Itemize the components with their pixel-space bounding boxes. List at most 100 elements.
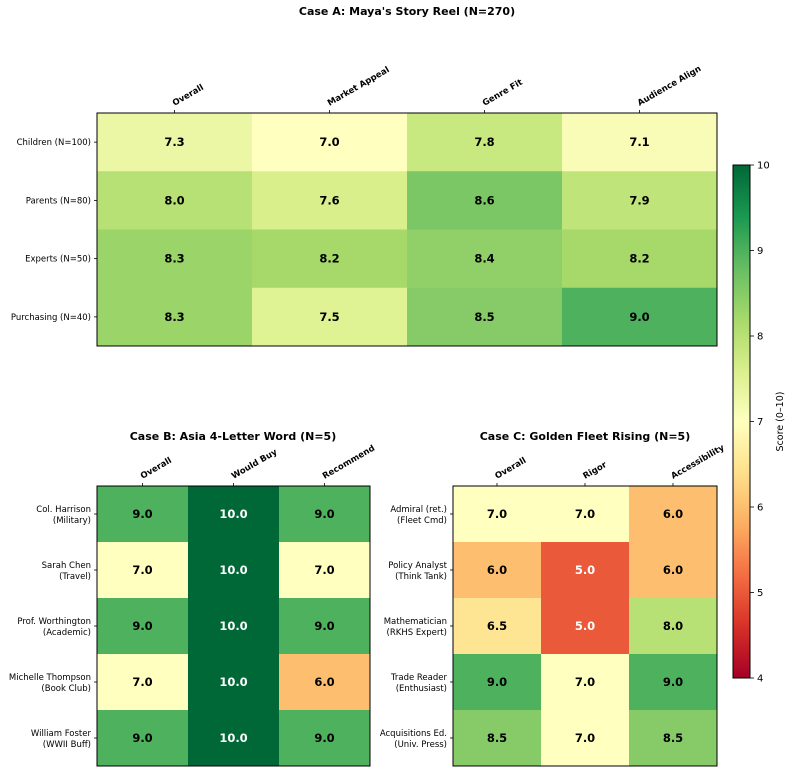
cell-value-label: 9.0 xyxy=(629,310,649,324)
cell-value-label: 7.5 xyxy=(319,310,339,324)
chart-title: Case C: Golden Fleet Rising (N=5) xyxy=(480,430,691,443)
cell-value-label: 8.5 xyxy=(663,731,683,745)
row-label-line: Mathematician xyxy=(384,617,447,627)
cell-value-label: 7.0 xyxy=(314,563,334,577)
heatmap-cell xyxy=(629,542,718,599)
heatmap-cell xyxy=(279,486,371,543)
cell-value-label: 10.0 xyxy=(219,619,247,633)
row-label-line: (Academic) xyxy=(43,628,91,638)
column-label: Overall xyxy=(171,83,206,109)
cell-value-label: 7.0 xyxy=(319,135,339,149)
row-label-line: (RKHS Expert) xyxy=(387,628,447,638)
heatmap-cell xyxy=(279,598,371,655)
row-label-line: (Enthusiast) xyxy=(396,684,447,694)
row-label: Purchasing (N=40) xyxy=(11,313,91,323)
heatmap-cell xyxy=(541,654,630,711)
column-label: Rigor xyxy=(582,460,610,482)
row-label: Prof. Worthington (Academic) xyxy=(17,617,91,638)
cell-value-label: 7.1 xyxy=(629,135,649,149)
row-label-line: Acquisitions Ed. xyxy=(380,729,447,739)
row-label: Sarah Chen (Travel) xyxy=(42,561,91,582)
heatmap-cell xyxy=(562,287,718,347)
chart-title: Case A: Maya's Story Reel (N=270) xyxy=(299,5,515,18)
heatmap-cell xyxy=(252,113,408,172)
cell-value-label: 8.2 xyxy=(319,252,339,266)
cell-value-label: 8.2 xyxy=(629,252,649,266)
row-label-line: (WWII Buff) xyxy=(43,740,91,750)
cell-value-label: 10.0 xyxy=(219,507,247,521)
cell-value-label: 7.0 xyxy=(487,507,507,521)
heatmap-cell xyxy=(188,654,280,711)
cell-value-label: 7.0 xyxy=(575,675,595,689)
row-label-line: Prof. Worthington xyxy=(17,617,91,627)
heatmap-cell xyxy=(279,710,371,767)
colorbar-gradient xyxy=(732,164,751,679)
row-label-line: (Book Club) xyxy=(41,684,91,694)
cell-value-label: 7.0 xyxy=(132,563,152,577)
heatmap-cell xyxy=(279,654,371,711)
heatmap-cell xyxy=(252,229,408,289)
heatmap-cell xyxy=(97,598,189,655)
row-label: Admiral (ret.) (Fleet Cmd) xyxy=(390,505,447,526)
heatmap-cell xyxy=(629,486,718,543)
cell-value-label: 6.5 xyxy=(487,619,507,633)
row-label-line: (Military) xyxy=(53,516,91,526)
heatmap-cell xyxy=(453,598,542,655)
cell-value-label: 7.8 xyxy=(474,135,494,149)
heatmap-cell xyxy=(453,710,542,767)
cell-value-label: 8.4 xyxy=(474,252,494,266)
row-label: Acquisitions Ed. (Univ. Press) xyxy=(380,729,447,750)
cell-value-label: 5.0 xyxy=(575,563,595,577)
heatmap-cell xyxy=(629,710,718,767)
cell-value-label: 9.0 xyxy=(314,619,334,633)
row-label: Parents (N=80) xyxy=(26,196,91,206)
heatmap-cell xyxy=(252,171,408,230)
heatmap-cell xyxy=(97,113,253,172)
cell-value-label: 10.0 xyxy=(219,675,247,689)
panel-case-b: Case B: Asia 4-Letter Word (N=5) 9.0 10.0 9… xyxy=(9,430,377,767)
colorbar-tick-label: 4 xyxy=(757,674,763,685)
row-label: Experts (N=50) xyxy=(25,255,91,265)
heatmap-cell xyxy=(97,287,253,347)
row-label-line: (Think Tank) xyxy=(395,572,447,582)
cell-value-label: 9.0 xyxy=(132,619,152,633)
colorbar-label: Score (0–10) xyxy=(775,392,786,452)
colorbar-tick-label: 6 xyxy=(757,503,763,514)
cell-value-label: 9.0 xyxy=(314,507,334,521)
heatmap-cell xyxy=(97,171,253,230)
heatmap-cell xyxy=(279,542,371,599)
colorbar-tick-label: 5 xyxy=(757,588,763,599)
heatmap-cell xyxy=(629,598,718,655)
colorbar: 4 5 6 7 8 9 10 Score (0–10) xyxy=(732,161,786,685)
colorbar-tick-label: 7 xyxy=(757,417,763,428)
row-label: William Foster (WWII Buff) xyxy=(31,729,92,750)
heatmap-cell xyxy=(252,287,408,347)
heatmap-cell xyxy=(453,542,542,599)
chart-title: Case B: Asia 4-Letter Word (N=5) xyxy=(130,430,337,443)
cell-value-label: 8.5 xyxy=(474,310,494,324)
colorbar-tick-label: 8 xyxy=(757,332,763,343)
heatmap-cell xyxy=(188,598,280,655)
column-label: Overall xyxy=(139,456,174,482)
cell-value-label: 9.0 xyxy=(663,675,683,689)
cell-value-label: 8.6 xyxy=(474,193,494,207)
heatmap-cell xyxy=(407,113,563,172)
cell-value-label: 8.0 xyxy=(164,193,184,207)
cell-value-label: 7.9 xyxy=(629,193,649,207)
row-label: Col. Harrison (Military) xyxy=(36,505,91,526)
colorbar-tick-label: 9 xyxy=(757,246,763,257)
row-label-line: Michelle Thompson xyxy=(9,673,91,683)
column-label: Market Appeal xyxy=(326,65,391,109)
row-label: Michelle Thompson (Book Club) xyxy=(9,673,91,694)
heatmap-cell xyxy=(97,654,189,711)
cell-value-label: 10.0 xyxy=(219,731,247,745)
cell-value-label: 6.0 xyxy=(663,563,683,577)
heatmap-cell xyxy=(541,598,630,655)
column-label: Genre Fit xyxy=(481,78,525,109)
column-label: Audience Align xyxy=(636,64,703,109)
cell-value-label: 8.0 xyxy=(663,619,683,633)
cell-value-label: 7.0 xyxy=(132,675,152,689)
colorbar-tick-label: 10 xyxy=(757,161,770,172)
heatmap-cell xyxy=(453,486,542,543)
